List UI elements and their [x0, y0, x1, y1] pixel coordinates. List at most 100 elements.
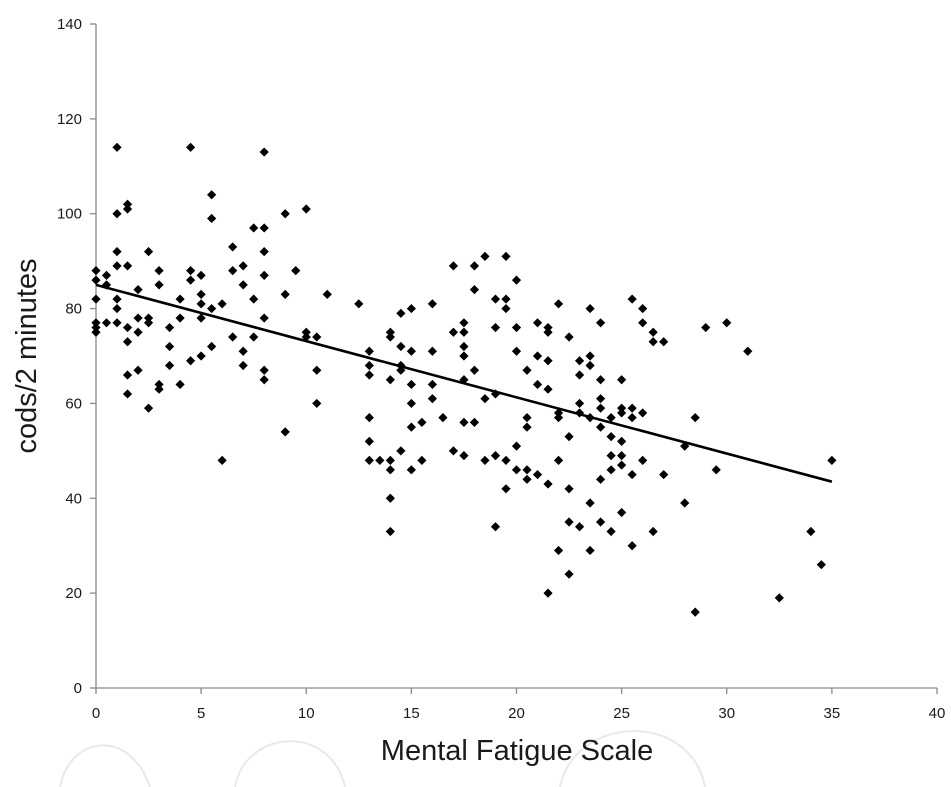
y-tick-label: 140: [57, 16, 82, 33]
data-point: [417, 417, 427, 427]
data-point: [459, 351, 469, 361]
data-point: [375, 455, 385, 465]
data-point: [175, 313, 185, 323]
data-point: [259, 223, 269, 233]
x-tick-label: 35: [824, 705, 841, 722]
data-point: [522, 474, 532, 484]
y-tick-label: 60: [65, 395, 82, 412]
data-point: [585, 303, 595, 314]
data-point: [91, 294, 101, 304]
data-point: [459, 341, 469, 352]
data-point: [522, 365, 532, 375]
data-point: [596, 318, 606, 328]
data-point: [480, 394, 490, 404]
data-point: [354, 299, 364, 309]
data-point: [690, 413, 700, 423]
data-point: [91, 318, 101, 328]
data-point: [469, 261, 480, 271]
x-tick-label: 10: [298, 705, 315, 722]
data-point: [91, 327, 101, 337]
data-point: [164, 322, 175, 333]
watermark: [59, 730, 706, 787]
data-point: [638, 303, 648, 314]
data-point: [511, 441, 522, 451]
data-point: [385, 327, 395, 337]
data-point: [385, 493, 395, 503]
data-point: [585, 545, 595, 556]
data-point: [522, 422, 532, 432]
data-point: [112, 209, 122, 219]
data-point: [469, 417, 480, 427]
data-point: [196, 270, 206, 280]
data-point: [438, 413, 448, 423]
data-point: [596, 375, 606, 385]
data-point: [606, 451, 616, 461]
data-point: [228, 332, 238, 342]
data-point: [574, 398, 585, 409]
data-point: [617, 460, 627, 470]
data-point: [385, 526, 395, 537]
data-point: [322, 289, 332, 299]
data-point: [143, 313, 154, 323]
data-point: [627, 403, 637, 413]
data-point: [249, 294, 259, 304]
data-point: [101, 280, 112, 290]
data-point: [143, 247, 154, 257]
data-point: [133, 365, 143, 375]
x-tick-label: 0: [92, 705, 100, 722]
data-point: [312, 398, 322, 409]
data-point: [175, 294, 185, 304]
data-point: [606, 526, 616, 537]
data-point: [606, 413, 616, 423]
data-point: [259, 147, 269, 157]
data-point: [154, 280, 164, 290]
data-point: [553, 408, 564, 418]
data-point: [164, 360, 175, 371]
data-point: [196, 289, 206, 299]
data-point: [553, 299, 564, 309]
data-point: [406, 398, 416, 409]
data-point: [690, 607, 700, 617]
data-point: [385, 332, 395, 342]
y-tick-label: 120: [57, 111, 82, 128]
data-point: [186, 356, 196, 366]
data-point: [501, 303, 511, 314]
data-point: [617, 375, 627, 385]
data-point: [638, 408, 648, 418]
data-point: [406, 422, 416, 432]
data-point: [91, 275, 101, 285]
data-point: [112, 294, 122, 304]
data-point: [91, 322, 101, 333]
data-point: [133, 285, 143, 295]
data-point: [112, 318, 122, 328]
data-point: [259, 365, 269, 375]
data-point: [490, 451, 501, 461]
data-point: [280, 209, 290, 219]
data-point: [417, 455, 427, 465]
data-point: [511, 275, 522, 285]
data-point: [543, 479, 553, 489]
data-point: [480, 455, 490, 465]
data-point: [585, 360, 595, 371]
data-point: [385, 465, 395, 475]
data-point: [448, 327, 459, 337]
x-axis-title: Mental Fatigue Scale: [381, 735, 653, 767]
data-point: [312, 332, 322, 342]
data-point: [743, 346, 753, 356]
y-tick-label: 80: [65, 301, 82, 318]
data-point: [574, 356, 585, 366]
data-point: [490, 522, 501, 532]
data-point: [522, 413, 532, 423]
data-point: [238, 360, 248, 371]
data-point: [490, 294, 501, 304]
data-points: [91, 142, 837, 617]
data-point: [596, 474, 606, 484]
data-point: [312, 365, 322, 375]
data-point: [448, 261, 459, 271]
data-point: [133, 327, 143, 337]
data-point: [122, 199, 133, 209]
data-point: [617, 403, 627, 413]
data-point: [154, 384, 164, 394]
data-point: [238, 280, 248, 290]
